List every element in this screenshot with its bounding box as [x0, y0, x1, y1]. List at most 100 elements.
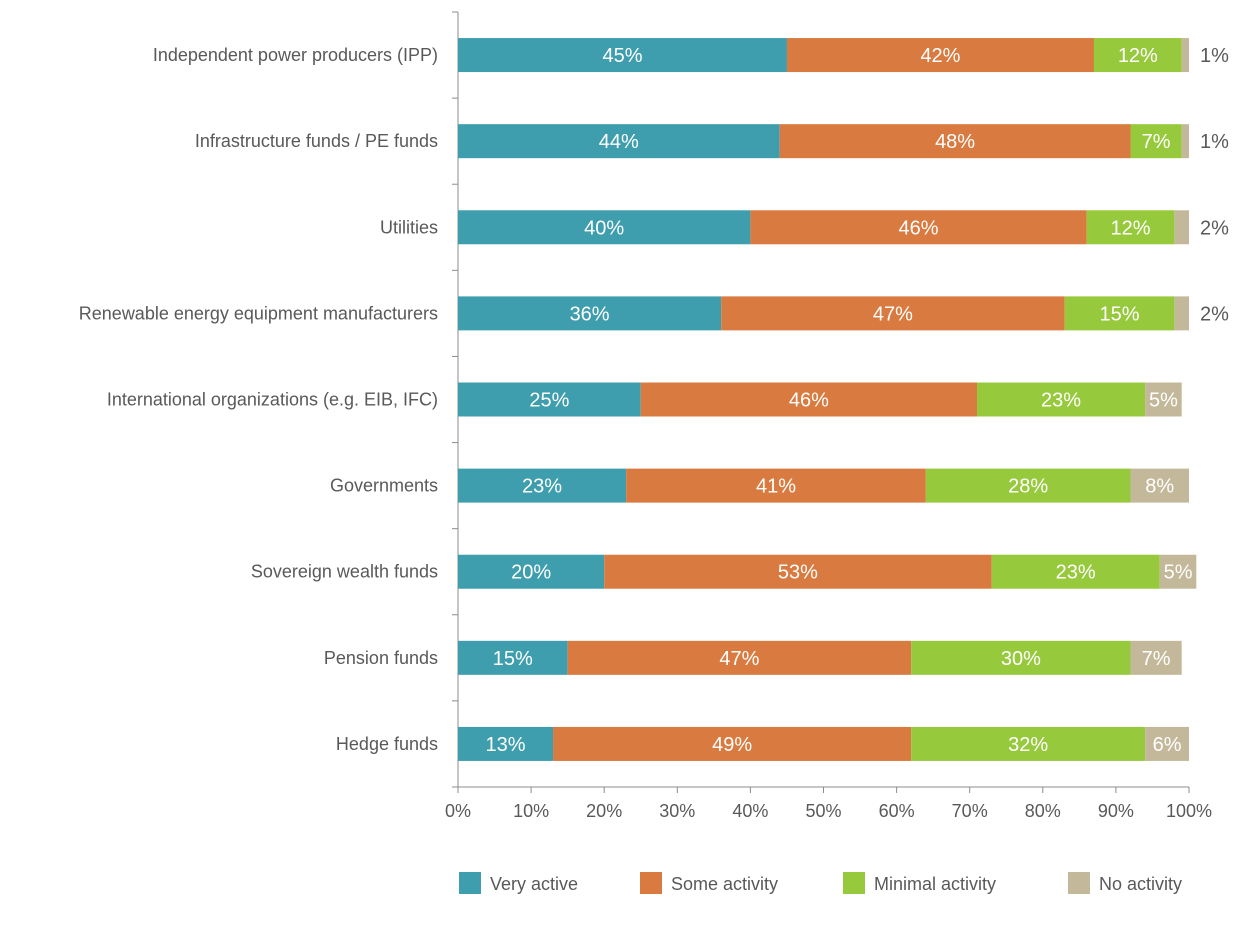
bar-segment: [458, 382, 641, 417]
data-label: 36%: [570, 303, 610, 325]
bar-segment: [779, 124, 1131, 159]
x-tick-label: 30%: [659, 801, 695, 821]
data-label: 23%: [522, 476, 562, 498]
bar-segment: [786, 38, 1094, 73]
category-label: Infrastructure funds / PE funds: [195, 131, 438, 151]
data-label: 41%: [756, 476, 796, 498]
bar-segment: [458, 38, 787, 73]
data-label: 32%: [1008, 734, 1048, 756]
data-label: 46%: [899, 217, 939, 239]
data-label: 7%: [1142, 648, 1171, 670]
legend-swatch: [640, 872, 662, 894]
data-label: 12%: [1118, 45, 1158, 67]
data-label: 2%: [1200, 303, 1229, 325]
bar-segment: [750, 210, 1087, 245]
data-label: 1%: [1200, 45, 1229, 67]
category-label: Sovereign wealth funds: [251, 562, 438, 582]
category-label: Governments: [330, 476, 438, 496]
category-label: Hedge funds: [336, 734, 438, 754]
data-label: 47%: [873, 303, 913, 325]
bar-segment: [1145, 382, 1182, 417]
bar-segment: [458, 468, 627, 503]
x-tick-label: 0%: [445, 801, 471, 821]
data-label: 44%: [599, 131, 639, 153]
data-label: 5%: [1149, 390, 1178, 412]
data-label: 30%: [1001, 648, 1041, 670]
bar-segment: [911, 726, 1146, 761]
data-label: 20%: [511, 562, 551, 584]
data-label: 12%: [1111, 217, 1151, 239]
legend-label: Some activity: [671, 874, 778, 894]
data-label: 8%: [1145, 476, 1174, 498]
bar-segment: [1093, 38, 1182, 73]
data-label: 40%: [584, 217, 624, 239]
data-label: 5%: [1164, 562, 1193, 584]
bar-segment: [1181, 124, 1189, 159]
bar-segment: [458, 210, 751, 245]
category-label: Pension funds: [324, 648, 438, 668]
y-axis: Independent power producers (IPP) Infrast…: [79, 11, 459, 788]
data-label: 45%: [602, 45, 642, 67]
bar-segment: [1130, 468, 1189, 503]
x-tick-label: 70%: [952, 801, 988, 821]
bar-segment: [458, 554, 605, 589]
data-label: 46%: [789, 390, 829, 412]
data-label: 15%: [493, 648, 533, 670]
data-label: 2%: [1200, 217, 1229, 239]
bar-segment: [1174, 296, 1189, 331]
data-label: 49%: [712, 734, 752, 756]
data-label: 7%: [1142, 131, 1171, 153]
bar-segment: [1145, 726, 1189, 761]
data-label: 6%: [1153, 734, 1182, 756]
legend-swatch: [843, 872, 865, 894]
bar-segment: [458, 726, 554, 761]
bar-segment: [1086, 210, 1175, 245]
bar-segment: [458, 640, 568, 675]
x-tick-label: 50%: [805, 801, 841, 821]
bar-segment: [721, 296, 1065, 331]
data-label: 23%: [1056, 562, 1096, 584]
x-tick-label: 100%: [1166, 801, 1212, 821]
data-label: 15%: [1100, 303, 1140, 325]
x-tick-label: 10%: [513, 801, 549, 821]
bar-segment: [604, 554, 992, 589]
x-tick-label: 80%: [1025, 801, 1061, 821]
bar-segment: [991, 554, 1160, 589]
bar-segment: [925, 468, 1131, 503]
bar-segment: [626, 468, 926, 503]
category-label: International organizations (e.g. EIB, I…: [107, 390, 438, 410]
category-label: Independent power producers (IPP): [153, 45, 438, 65]
bar-segment: [1130, 640, 1182, 675]
data-label: 23%: [1041, 390, 1081, 412]
plot-area: 45% 42% 12% 1% 44% 48% 7% 1% 40% 46% 12% 2% 36% 47% 15…: [458, 38, 1229, 761]
data-label: 47%: [719, 648, 759, 670]
x-tick-label: 40%: [732, 801, 768, 821]
x-tick-label: 60%: [879, 801, 915, 821]
bar-segment: [911, 640, 1131, 675]
data-label: 25%: [529, 390, 569, 412]
bar-segment: [640, 382, 978, 417]
bar-segment: [1174, 210, 1189, 245]
legend-label: Minimal activity: [874, 874, 996, 894]
bar-segment: [1064, 296, 1175, 331]
legend-label: No activity: [1099, 874, 1182, 894]
x-tick-label: 90%: [1098, 801, 1134, 821]
data-label: 53%: [778, 562, 818, 584]
bar-segment: [458, 296, 722, 331]
legend: Very active Some activity Minimal activity…: [459, 872, 1182, 894]
category-label: Utilities: [380, 217, 438, 237]
bar-segment: [567, 640, 912, 675]
data-label: 1%: [1200, 131, 1229, 153]
legend-swatch: [1068, 872, 1090, 894]
legend-swatch: [459, 872, 481, 894]
x-tick-label: 20%: [586, 801, 622, 821]
x-axis: 0% 10% 20% 30% 40% 50% 60% 70% 80% 90% 100%: [445, 786, 1212, 821]
bar-segment: [458, 124, 780, 159]
data-label: 48%: [935, 131, 975, 153]
category-label: Renewable energy equipment manufacturers: [79, 303, 438, 323]
bar-segment: [977, 382, 1146, 417]
data-label: 28%: [1008, 476, 1048, 498]
data-label: 13%: [485, 734, 525, 756]
bar-segment: [1130, 124, 1182, 159]
